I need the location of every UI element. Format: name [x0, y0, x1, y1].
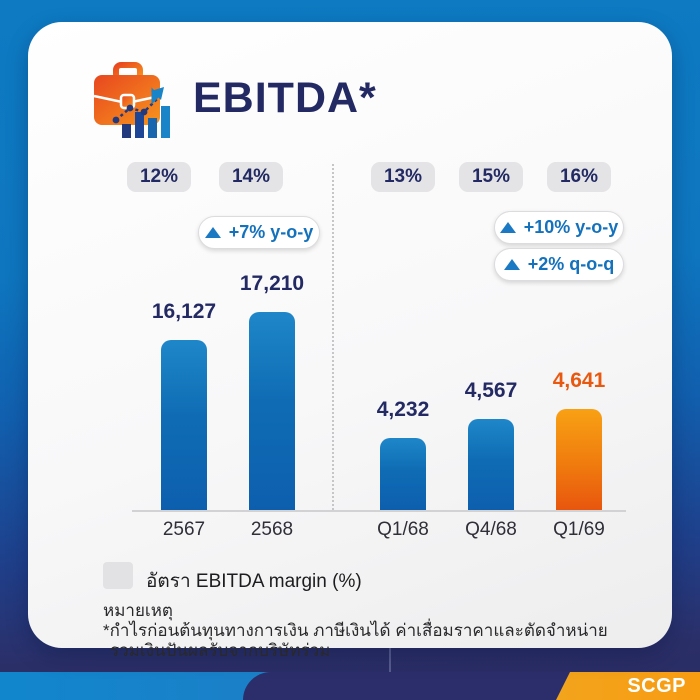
bar-value-label-q4-68: 4,567 — [464, 379, 518, 402]
growth-label: +2% q-o-q — [527, 254, 615, 274]
axis-label-2567: 2567 — [162, 519, 206, 540]
ebitda-margin-badge-q1-69: 16% — [547, 162, 611, 192]
up-triangle-icon — [499, 222, 516, 233]
footer-stripe-navy — [243, 672, 573, 700]
chart-card: EBITDA* 12% 14% 13% 15% 16% +7% y-o-y +1… — [28, 22, 672, 660]
footnote-line-2: รวมเงินปันผลรับจากบริษัทร่วม — [110, 641, 331, 660]
footnote-line-1: *กำไรก่อนต้นทุนทางการเงิน ภาษีเงินได้ ค่… — [103, 621, 608, 640]
up-triangle-icon — [204, 227, 221, 238]
legend-swatch — [103, 562, 133, 589]
bar-q1-69 — [556, 409, 602, 510]
scgp-logo: SCGP — [627, 674, 686, 697]
growth-label: +7% y-o-y — [228, 222, 314, 242]
bar-q4-68 — [468, 419, 514, 510]
x-axis-line — [132, 510, 626, 512]
axis-label-q1-69: Q1/69 — [553, 519, 605, 540]
legend-label: อัตรา EBITDA margin (%) — [146, 571, 362, 592]
bar-2568 — [249, 312, 295, 510]
bar-value-label-q1-68: 4,232 — [376, 398, 430, 421]
bar-value-label-q1-69: 4,641 — [552, 369, 606, 392]
bar-2567 — [161, 340, 207, 510]
yoy-growth-badge-quarterly: +10% y-o-y — [494, 211, 624, 244]
page-title: EBITDA* — [193, 74, 377, 122]
growth-label: +10% y-o-y — [523, 217, 619, 237]
ebitda-margin-badge-q4-68: 15% — [459, 162, 523, 192]
qoq-growth-badge-quarterly: +2% q-o-q — [494, 248, 624, 281]
note-heading: หมายเหตุ — [103, 601, 173, 620]
axis-label-q1-68: Q1/68 — [377, 519, 429, 540]
ebitda-margin-badge-2568: 14% — [219, 162, 283, 192]
up-triangle-icon — [503, 259, 520, 270]
divider-line — [389, 648, 391, 672]
yoy-growth-badge-annual: +7% y-o-y — [198, 216, 320, 249]
ebitda-margin-badge-q1-68: 13% — [371, 162, 435, 192]
axis-label-2568: 2568 — [250, 519, 294, 540]
bar-value-label-2567: 16,127 — [151, 300, 217, 323]
ebitda-margin-badge-2567: 12% — [127, 162, 191, 192]
briefcase-chart-icon — [88, 62, 180, 151]
bar-value-label-2568: 17,210 — [239, 272, 305, 295]
axis-label-q4-68: Q4/68 — [465, 519, 517, 540]
bar-q1-68 — [380, 438, 426, 510]
footer-stripe-orange: SCGP — [556, 672, 700, 700]
group-divider — [332, 164, 334, 510]
